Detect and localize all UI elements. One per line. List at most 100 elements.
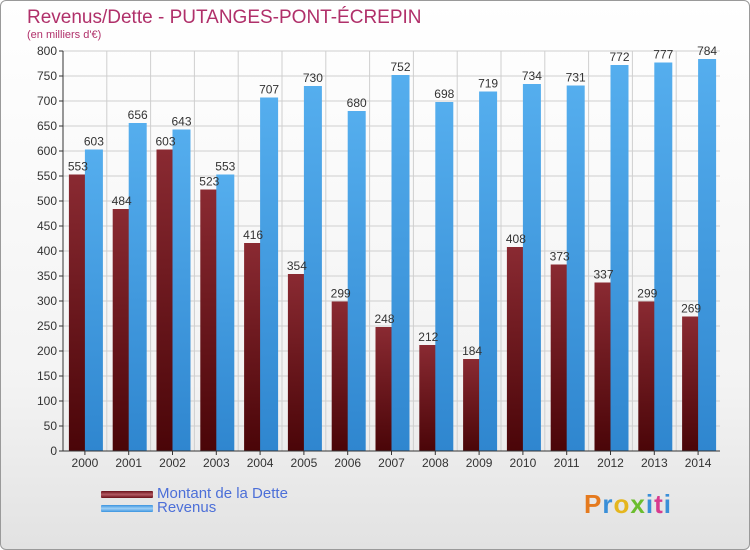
- x-tick-label-2012: 2012: [597, 456, 624, 470]
- data-label-dette-2004: 416: [243, 228, 263, 242]
- x-tick-label-2011: 2011: [554, 456, 580, 470]
- bar-revenus-2013: [654, 62, 673, 451]
- bar-revenus-2004: [260, 97, 279, 451]
- axes: 0 50 100 150 200 250 300 350 400 450 500 550 600 650 7…: [37, 44, 720, 470]
- x-tick-label-2014: 2014: [685, 456, 712, 470]
- chart-title: Revenus/Dette - PUTANGES-PONT-ÉCREPIN: [27, 7, 422, 28]
- x-tick-label-2000: 2000: [72, 456, 99, 470]
- x-tick-label-2002: 2002: [159, 456, 186, 470]
- bar-dette-2010: [506, 247, 525, 451]
- logo-letter: i: [645, 489, 655, 519]
- y-tick-label: 800: [37, 44, 57, 58]
- data-label-dette-2005: 354: [287, 259, 307, 273]
- y-tick-label: 350: [37, 269, 57, 283]
- bar-revenus-2008: [435, 102, 454, 451]
- y-tick-label: 750: [37, 69, 57, 83]
- x-tick-label-2010: 2010: [510, 456, 537, 470]
- bar-dette-2003: [200, 189, 219, 451]
- legend-item-revenus: Revenus: [101, 499, 288, 516]
- logo-letter: r: [602, 489, 614, 519]
- y-tick-label: 700: [37, 94, 57, 108]
- legend-swatch-revenus: [101, 504, 153, 512]
- bar-revenus-2006: [347, 111, 366, 451]
- data-label-revenus-2014: 784: [697, 44, 717, 58]
- bar-revenus-2010: [522, 84, 541, 451]
- logo-letter: P: [584, 489, 603, 519]
- legend-item-dette: Montant de la Dette: [101, 485, 288, 502]
- x-tick-label-2001: 2001: [115, 456, 142, 470]
- y-tick-label: 300: [37, 294, 57, 308]
- data-label-revenus-2012: 772: [609, 50, 629, 64]
- x-tick-label-2007: 2007: [378, 456, 405, 470]
- bar-dette-2000: [68, 174, 87, 451]
- x-tick-label-2006: 2006: [334, 456, 361, 470]
- legend-swatch-dette: [101, 490, 153, 498]
- bar-dette-2013: [638, 301, 657, 451]
- x-tick-label-2003: 2003: [203, 456, 230, 470]
- data-label-dette-2002: 603: [155, 135, 175, 149]
- bar-revenus-2011: [566, 85, 585, 451]
- data-label-dette-2012: 337: [593, 268, 613, 282]
- logo-letter: o: [613, 489, 631, 519]
- data-label-dette-2010: 408: [506, 232, 526, 246]
- bar-revenus-2002: [172, 129, 191, 451]
- y-tick-label: 550: [37, 169, 57, 183]
- data-label-dette-2007: 248: [374, 312, 394, 326]
- data-label-revenus-2000: 603: [84, 135, 104, 149]
- y-tick-label: 450: [37, 219, 57, 233]
- bar-dette-2004: [244, 243, 263, 451]
- bar-revenus-2014: [698, 59, 717, 451]
- data-label-revenus-2001: 656: [128, 108, 148, 122]
- legend-label-dette: Montant de la Dette: [157, 485, 288, 502]
- bar-revenus-2001: [128, 123, 147, 451]
- logo-letter: x: [630, 489, 646, 519]
- y-tick-label: 50: [44, 419, 58, 433]
- y-tick-label: 150: [37, 369, 57, 383]
- y-tick-label: 200: [37, 344, 57, 358]
- bar-revenus-2000: [84, 149, 103, 451]
- data-label-revenus-2007: 752: [390, 60, 410, 74]
- legend-label-revenus: Revenus: [157, 499, 217, 516]
- data-label-revenus-2003: 553: [215, 160, 235, 174]
- y-tick-label: 600: [37, 144, 57, 158]
- data-label-revenus-2004: 707: [259, 83, 279, 97]
- bar-revenus-2007: [391, 75, 410, 451]
- x-tick-label-2005: 2005: [291, 456, 318, 470]
- y-tick-label: 650: [37, 119, 57, 133]
- data-label-revenus-2013: 777: [653, 48, 673, 62]
- legend: Montant de la Dette Revenus: [101, 485, 288, 516]
- data-label-dette-2011: 373: [550, 250, 570, 264]
- bar-dette-2014: [682, 316, 701, 451]
- proxiti-logo: Proxiti: [584, 489, 672, 520]
- bar-revenus-2003: [216, 174, 235, 451]
- bar-dette-2005: [287, 274, 306, 451]
- y-tick-label: 500: [37, 194, 57, 208]
- bar-dette-2002: [156, 149, 175, 451]
- data-label-revenus-2006: 680: [347, 96, 367, 110]
- data-label-dette-2001: 484: [112, 194, 132, 208]
- data-label-revenus-2002: 643: [171, 115, 191, 129]
- bar-revenus-2005: [303, 86, 322, 451]
- y-tick-label: 400: [37, 244, 57, 258]
- data-label-dette-2014: 269: [681, 302, 701, 316]
- bar-revenus-2009: [479, 91, 498, 451]
- y-tick-label: 250: [37, 319, 57, 333]
- bar-dette-2009: [463, 359, 482, 451]
- bar-dette-2006: [331, 301, 350, 451]
- x-tick-label-2013: 2013: [641, 456, 668, 470]
- data-label-revenus-2010: 734: [522, 69, 542, 83]
- data-label-dette-2008: 212: [418, 330, 438, 344]
- y-tick-label: 100: [37, 394, 57, 408]
- data-labels: 5536034846566036435235534167073547302996…: [68, 44, 718, 358]
- y-tick-label: 0: [50, 444, 57, 458]
- data-label-revenus-2005: 730: [303, 71, 323, 85]
- bar-dette-2001: [112, 209, 131, 451]
- bar-revenus-2012: [610, 65, 629, 451]
- x-tick-label-2009: 2009: [466, 456, 493, 470]
- bar-dette-2008: [419, 345, 438, 451]
- data-label-revenus-2008: 698: [434, 87, 454, 101]
- bar-dette-2012: [594, 282, 613, 451]
- data-label-revenus-2009: 719: [478, 77, 498, 91]
